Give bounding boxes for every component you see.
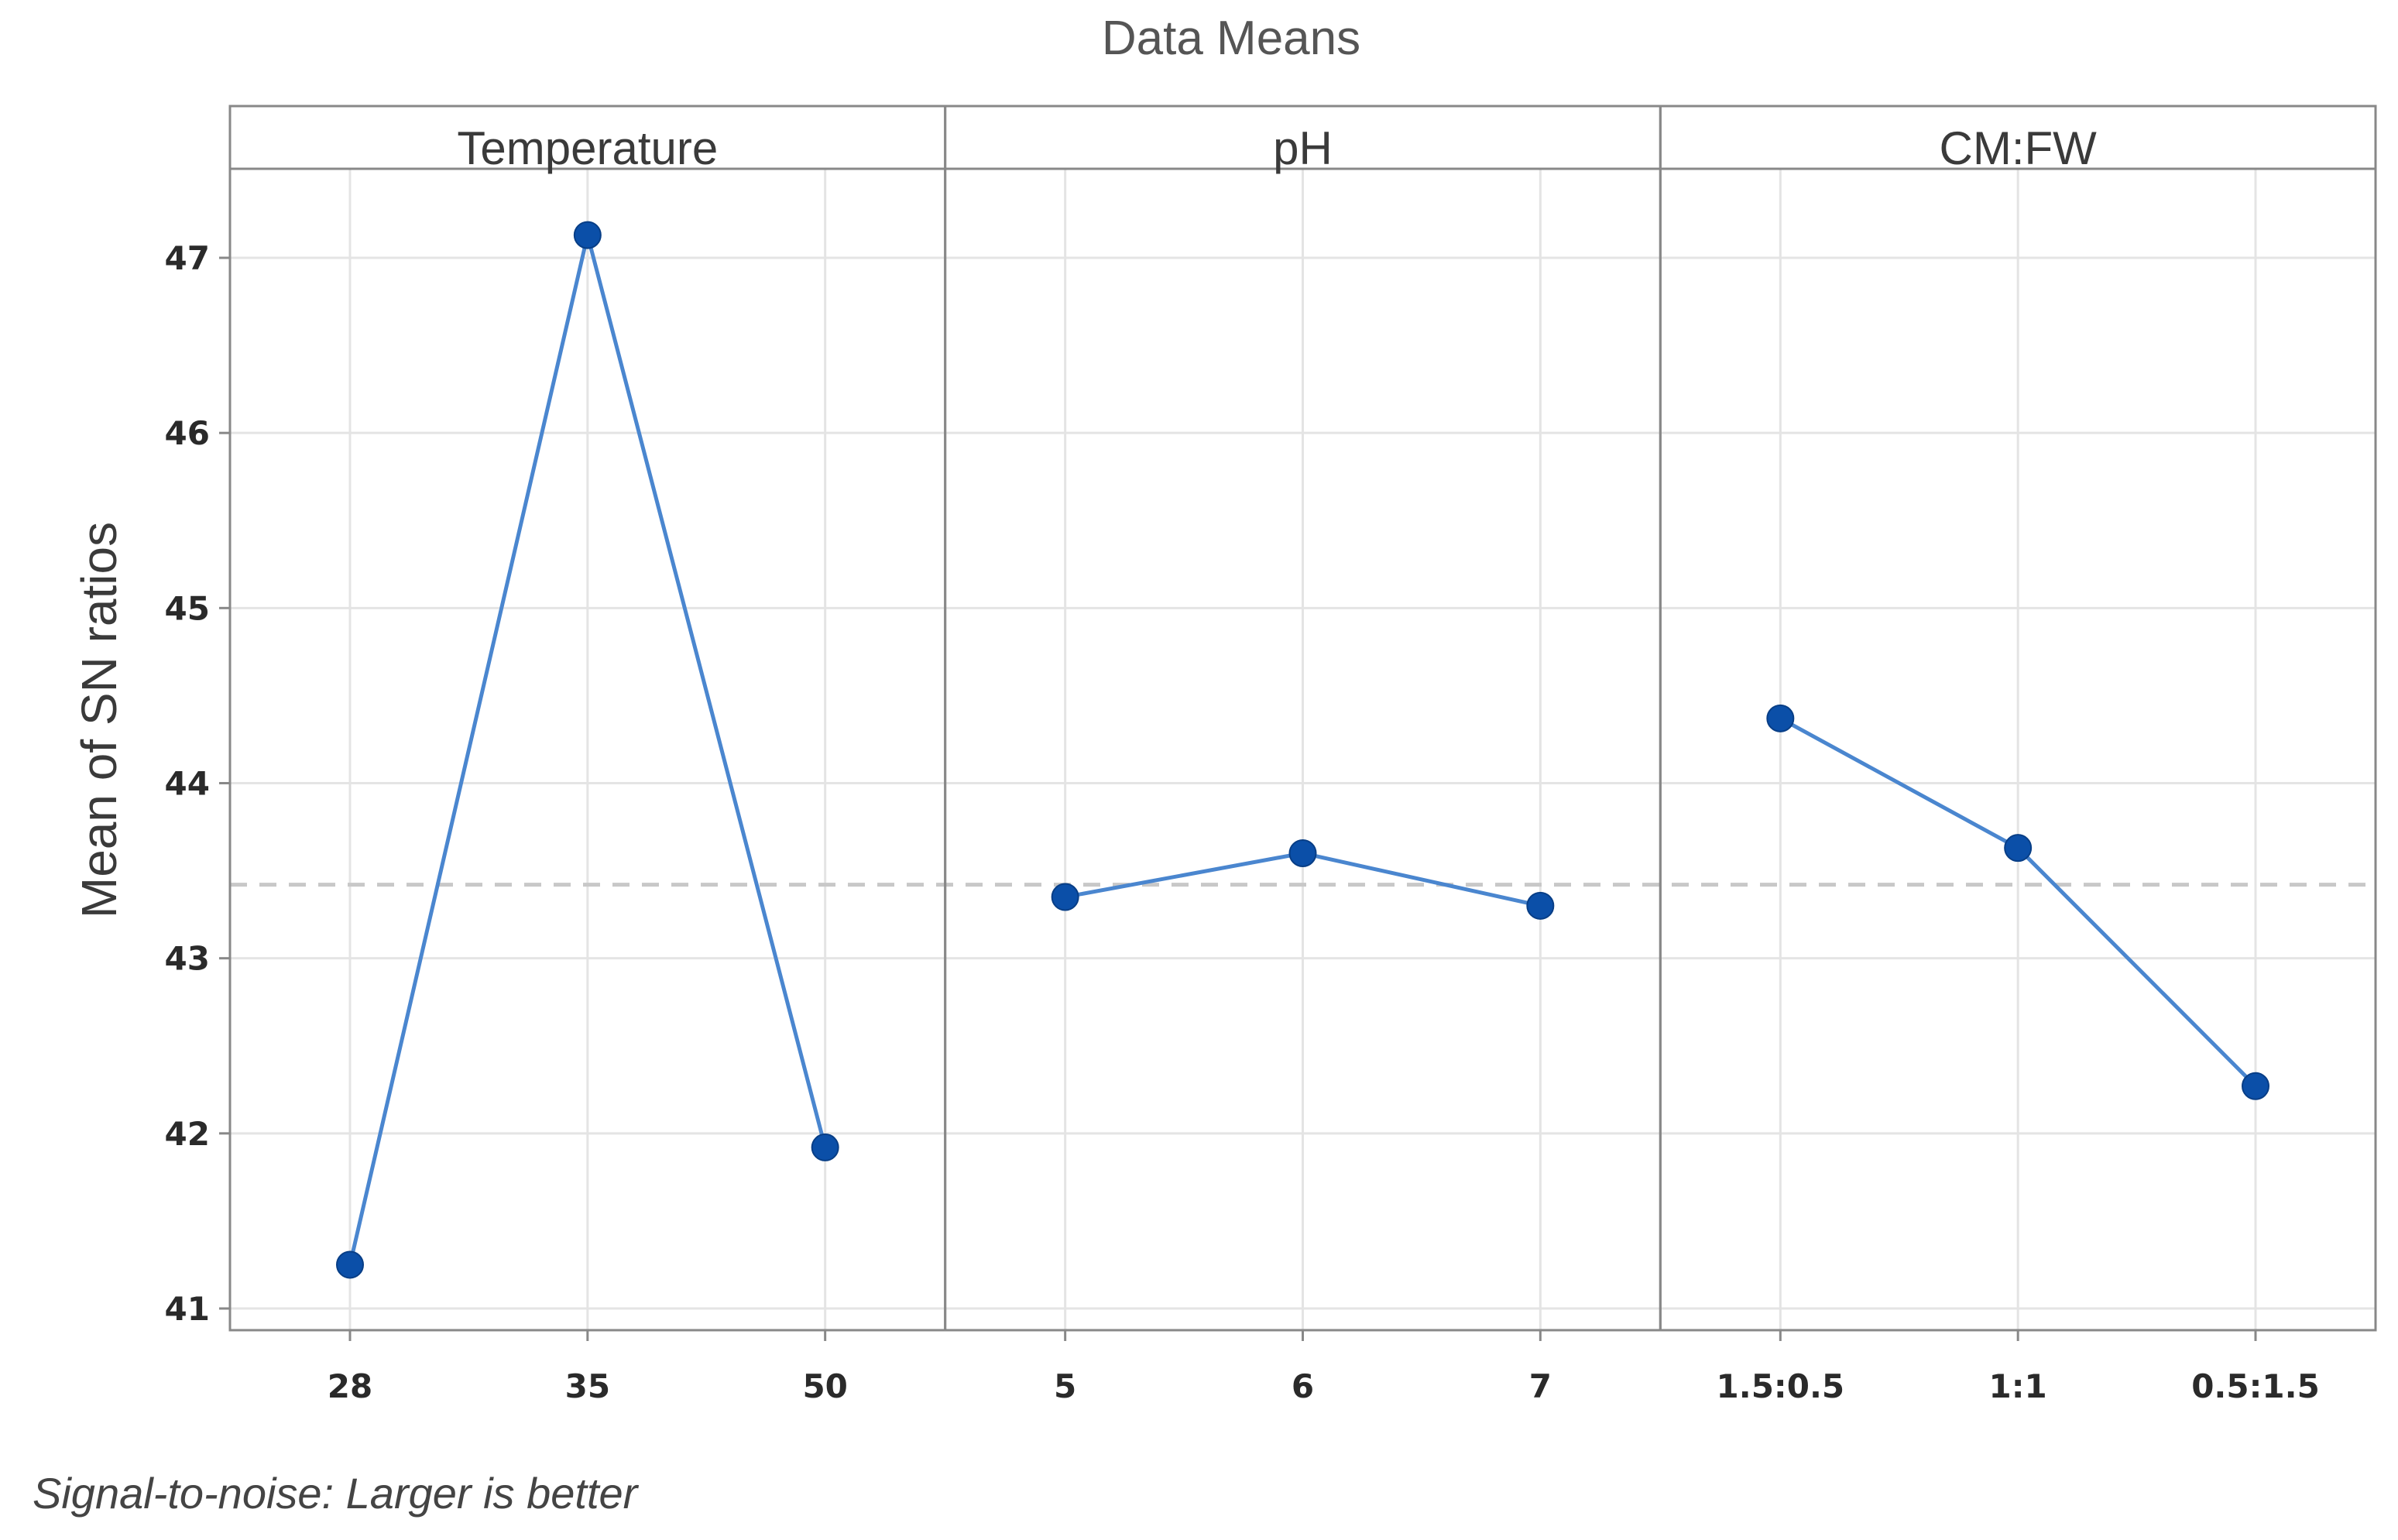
data-point-temperature-0 [336, 1250, 364, 1279]
chart-title: Data Means [1102, 12, 1360, 65]
series-layer [336, 221, 2269, 1279]
y-tick-label-41: 41 [165, 1290, 210, 1328]
x-tick-label-cm-fw-2: 0.5:1.5 [2191, 1367, 2320, 1405]
data-point-cm-fw-1 [2004, 834, 2033, 863]
frame-layer: Temperature pH CM:FW [228, 105, 2377, 1332]
footnote-text: Signal-to-noise: Larger is better [33, 1469, 640, 1518]
x-tick-label-ph-0: 5 [1054, 1367, 1076, 1405]
data-point-cm-fw-2 [2242, 1072, 2269, 1100]
y-tick-label-46: 46 [165, 414, 210, 452]
y-tick-label-44: 44 [165, 765, 210, 803]
x-tick-label-ph-1: 6 [1292, 1367, 1314, 1405]
y-tick-label-42: 42 [165, 1115, 210, 1153]
panel-title-temperature: Temperature [457, 122, 718, 174]
y-axis-label: Mean of SN ratios [71, 522, 127, 918]
y-tick-label-43: 43 [165, 940, 210, 978]
x-tick-label-cm-fw-1: 1:1 [1989, 1367, 2047, 1405]
y-tick-label-45: 45 [165, 589, 210, 627]
data-point-ph-2 [1526, 891, 1555, 920]
y-tick-label-47: 47 [165, 239, 210, 277]
x-tick-label-cm-fw-0: 1.5:0.5 [1717, 1367, 1845, 1405]
panel-title-cm-fw: CM:FW [1940, 122, 2098, 174]
data-point-temperature-2 [811, 1133, 839, 1161]
grid-layer [230, 169, 2376, 1330]
data-point-ph-0 [1051, 883, 1079, 911]
tick-layer: 41 42 43 44 45 46 47 28 35 50 5 6 7 1.5:0.5 1:1 0.5:1.5 [165, 239, 2320, 1405]
data-point-temperature-1 [573, 221, 602, 249]
data-point-cm-fw-0 [1766, 704, 1795, 732]
x-tick-label-temperature-0: 28 [328, 1367, 372, 1405]
x-tick-label-temperature-1: 35 [565, 1367, 610, 1405]
x-tick-label-temperature-2: 50 [802, 1367, 847, 1405]
data-point-ph-1 [1288, 839, 1317, 867]
x-tick-label-ph-2: 7 [1529, 1367, 1552, 1405]
panel-title-ph: pH [1273, 122, 1333, 174]
